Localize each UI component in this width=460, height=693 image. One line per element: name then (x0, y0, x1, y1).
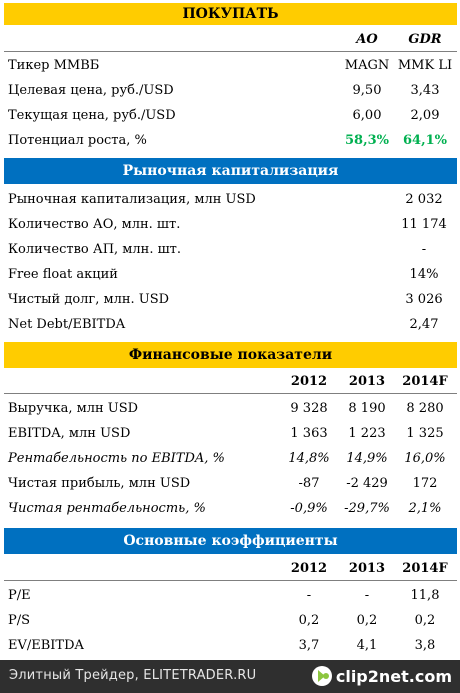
row-label: Текущая цена, руб./USD (8, 108, 176, 123)
value-2013: 14,9% (346, 451, 388, 466)
value-2013: -2 429 (346, 476, 388, 491)
table-row: Чистая прибыль, млн USD -87 -2 429 172 (4, 471, 457, 496)
row-value: 11 174 (401, 217, 447, 232)
table-row: EBITDA, млн USD 1 363 1 223 1 325 (4, 421, 457, 446)
gdr-value: MMK LI (397, 58, 453, 73)
value-2014f: 16,0% (404, 451, 446, 466)
row-label: P/E (8, 588, 31, 603)
value-2013: 0,2 (356, 613, 378, 628)
value-2012: 3,7 (298, 638, 320, 653)
row-label: Net Debt/EBITDA (8, 317, 126, 332)
market-cap-header: Рыночная капитализация (4, 158, 457, 184)
row-label: Количество АП, млн. шт. (8, 242, 182, 257)
row-value: - (421, 242, 427, 257)
row-label: Free float акций (8, 267, 118, 282)
ratios-year-headers: 2012 2013 2014F (4, 557, 457, 581)
value-2012: 1 363 (290, 426, 328, 441)
row-value: 2,47 (409, 317, 439, 332)
row-label: Чистая прибыль, млн USD (8, 476, 191, 491)
year-header: 2014F (402, 561, 448, 576)
value-2013: 4,1 (356, 638, 378, 653)
col-ao-header: AO (356, 32, 378, 47)
year-header: 2013 (348, 374, 386, 389)
ao-value: 9,50 (352, 83, 382, 98)
table-row: Количество АО, млн. шт. 11 174 (4, 212, 457, 237)
table-row: Выручка, млн USD 9 328 8 190 8 280 (4, 396, 457, 421)
row-label: Чистый долг, млн. USD (8, 292, 170, 307)
table-row: Количество АП, млн. шт. - (4, 237, 457, 262)
gdr-value: 2,09 (410, 108, 440, 123)
value-2012: 9 328 (290, 401, 328, 416)
stock-card: ПОКУПАТЬ AO GDR Тикер ММВБ MAGN MMK LI Ц… (4, 3, 457, 658)
clip2net-logo-text: clip2net.com (335, 666, 452, 686)
table-row: Net Debt/EBITDA 2,47 (4, 312, 457, 337)
value-2014f: 172 (412, 476, 438, 491)
year-header: 2012 (290, 374, 328, 389)
table-row: Потенциал роста, % 58,3% 64,1% (4, 128, 457, 153)
buy-title: ПОКУПАТЬ (182, 6, 279, 22)
year-header: 2012 (290, 561, 328, 576)
financials-year-headers: 2012 2013 2014F (4, 370, 457, 394)
table-row: P/E - - 11,8 (4, 583, 457, 608)
table-row: Текущая цена, руб./USD 6,00 2,09 (4, 103, 457, 128)
table-row: Целевая цена, руб./USD 9,50 3,43 (4, 78, 457, 103)
table-row: Рентабельность по EBITDA, % 14,8% 14,9% … (4, 446, 457, 471)
value-2013: 1 223 (348, 426, 386, 441)
row-label: Рыночная капитализация, млн USD (8, 192, 256, 207)
ratios-header: Основные коэффициенты (4, 528, 457, 554)
value-2012: - (306, 588, 312, 603)
value-2014f: 1 325 (406, 426, 444, 441)
row-label: EBITDA, млн USD (8, 426, 131, 441)
gdr-upside-value: 64,1% (402, 133, 447, 148)
table-row: Чистый долг, млн. USD 3 026 (4, 287, 457, 312)
row-value: 14% (409, 267, 439, 282)
buy-header: ПОКУПАТЬ (4, 3, 457, 25)
row-label: Тикер ММВБ (8, 58, 100, 73)
value-2014f: 2,1% (408, 501, 442, 516)
row-label: EV/EBITDA (8, 638, 84, 653)
table-row: Чистая рентабельность, % -0,9% -29,7% 2,… (4, 496, 457, 521)
table-row: Тикер ММВБ MAGN MMK LI (4, 53, 457, 78)
value-2014f: 8 280 (406, 401, 444, 416)
ao-value: MAGN (344, 58, 390, 73)
year-header: 2014F (402, 374, 448, 389)
value-2012: -87 (298, 476, 320, 491)
market-cap-title: Рыночная капитализация (122, 163, 339, 179)
value-2014f: 3,8 (414, 638, 436, 653)
financials-title: Финансовые показатели (128, 347, 333, 363)
value-2012: 14,8% (288, 451, 330, 466)
year-header: 2013 (348, 561, 386, 576)
financials-header: Финансовые показатели (4, 342, 457, 368)
clip2net-logo-icon (311, 666, 332, 686)
value-2013: - (364, 588, 370, 603)
value-2012: 0,2 (298, 613, 320, 628)
ao-upside-value: 58,3% (344, 133, 389, 148)
row-label: Количество АО, млн. шт. (8, 217, 181, 232)
ao-value: 6,00 (352, 108, 382, 123)
value-2013: -29,7% (344, 501, 390, 516)
value-2012: -0,9% (290, 501, 328, 516)
value-2013: 8 190 (348, 401, 386, 416)
footer-bar: Элитный Трейдер, ELITETRADER.RU clip2net… (0, 660, 460, 693)
table-row: Рыночная капитализация, млн USD 2 032 (4, 187, 457, 212)
row-label: P/S (8, 613, 31, 628)
buy-column-headers: AO GDR (4, 28, 457, 52)
col-gdr-header: GDR (408, 32, 442, 47)
row-value: 2 032 (405, 192, 443, 207)
clip2net-logo[interactable]: clip2net.com (311, 665, 452, 687)
row-label: Потенциал роста, % (8, 133, 147, 148)
row-label: Целевая цена, руб./USD (8, 83, 174, 98)
ratios-title: Основные коэффициенты (123, 533, 338, 549)
gdr-value: 3,43 (410, 83, 440, 98)
row-label: Выручка, млн USD (8, 401, 139, 416)
value-2014f: 11,8 (410, 588, 440, 603)
row-label: Рентабельность по EBITDA, % (8, 451, 225, 466)
value-2014f: 0,2 (414, 613, 436, 628)
footer-source-text: Элитный Трейдер, ELITETRADER.RU (9, 668, 257, 683)
row-value: 3 026 (405, 292, 443, 307)
table-row: P/S 0,2 0,2 0,2 (4, 608, 457, 633)
row-label: Чистая рентабельность, % (8, 501, 206, 516)
table-row: EV/EBITDA 3,7 4,1 3,8 (4, 633, 457, 658)
table-row: Free float акций 14% (4, 262, 457, 287)
